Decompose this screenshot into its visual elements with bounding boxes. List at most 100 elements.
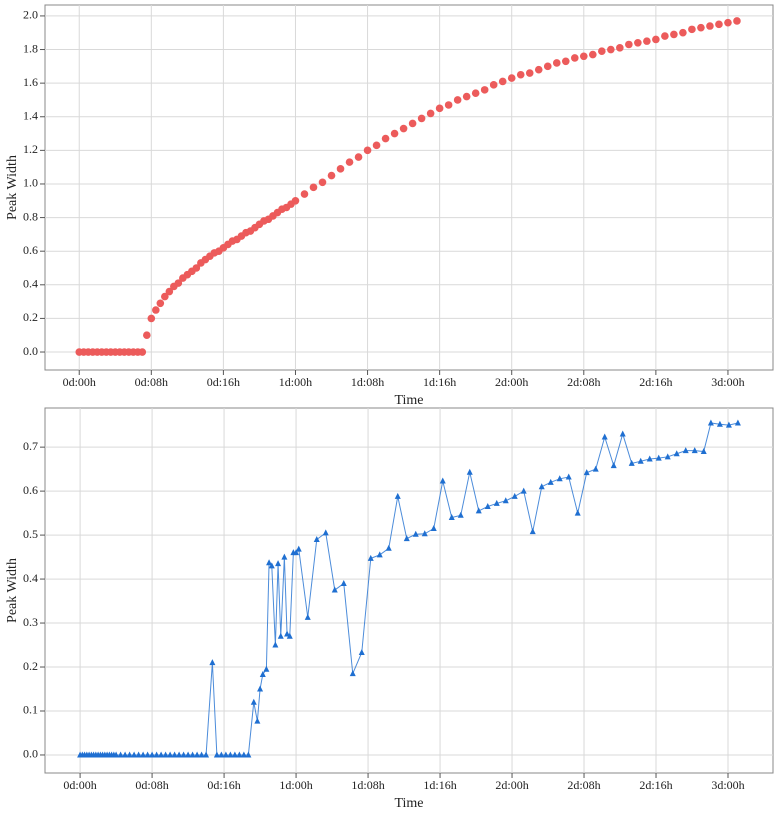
data-point — [340, 579, 347, 586]
data-point — [598, 47, 606, 56]
data-point — [257, 685, 264, 692]
data-point — [589, 50, 597, 59]
x-tick-label: 1d:08h — [351, 778, 384, 792]
data-point — [122, 751, 129, 758]
y-tick-label: 0.7 — [23, 439, 38, 453]
data-point — [457, 511, 464, 518]
data-point — [616, 44, 624, 52]
data-point — [426, 109, 435, 118]
data-point — [259, 670, 266, 677]
data-point — [372, 141, 381, 150]
data-point — [254, 717, 261, 724]
data-point — [284, 630, 291, 637]
data-point — [682, 447, 689, 454]
data-point — [176, 751, 183, 758]
data-point — [417, 114, 426, 123]
data-point — [691, 447, 698, 454]
data-point — [222, 751, 229, 758]
data-point — [679, 28, 687, 37]
data-point — [277, 632, 284, 639]
data-point — [570, 54, 579, 62]
data-point — [688, 25, 696, 34]
x-tick-label: 1d:00h — [279, 778, 312, 792]
data-point — [574, 509, 581, 516]
data-point — [376, 551, 383, 558]
data-point — [165, 287, 174, 296]
data-point — [634, 39, 642, 47]
data-point — [715, 20, 723, 29]
data-point — [430, 524, 437, 531]
data-point — [480, 86, 489, 94]
data-point — [161, 292, 169, 301]
x-tick-label: 2d:00h — [495, 778, 528, 792]
data-point — [607, 45, 615, 54]
data-point — [646, 455, 653, 462]
data-point — [336, 165, 345, 173]
x-tick-label: 0d:08h — [135, 778, 168, 792]
data-point — [309, 183, 318, 192]
data-point — [583, 469, 590, 476]
data-point — [266, 559, 273, 566]
x-axis-label: Time — [394, 393, 423, 408]
data-point — [529, 528, 536, 535]
data-point — [158, 751, 165, 758]
x-tick-label: 2d:08h — [567, 778, 600, 792]
data-point — [552, 59, 561, 67]
data-point — [601, 433, 608, 440]
data-point — [498, 77, 507, 86]
data-point — [113, 751, 120, 758]
data-point — [706, 22, 714, 30]
y-tick-label: 1.0 — [23, 176, 38, 190]
data-point — [538, 483, 545, 490]
data-point — [174, 279, 183, 287]
x-tick-label: 2d:16h — [639, 778, 672, 792]
data-point — [453, 96, 462, 104]
x-tick-label: 2d:16h — [639, 375, 672, 389]
data-point — [135, 751, 142, 758]
data-point — [231, 751, 238, 758]
data-point — [147, 314, 156, 323]
data-point — [664, 453, 671, 460]
x-tick-label: 2d:00h — [495, 375, 528, 389]
y-tick-label: 2.0 — [23, 8, 38, 22]
data-point — [394, 492, 401, 499]
data-point — [363, 146, 372, 155]
data-point — [349, 670, 356, 677]
data-point — [412, 530, 419, 537]
y-tick-label: 0.6 — [23, 483, 38, 497]
data-point — [381, 134, 390, 143]
data-point — [293, 549, 300, 556]
data-point — [716, 420, 723, 427]
data-point — [227, 751, 234, 758]
data-point — [516, 70, 525, 79]
x-tick-label: 0d:00h — [63, 375, 96, 389]
data-point — [619, 430, 626, 437]
data-point — [534, 65, 543, 74]
data-point — [661, 32, 669, 40]
data-point — [331, 586, 338, 593]
y-tick-label: 1.4 — [23, 109, 38, 123]
data-point — [209, 659, 216, 666]
data-point — [673, 450, 680, 457]
y-tick-label: 0.4 — [23, 277, 38, 291]
data-point — [448, 514, 455, 520]
data-point — [489, 81, 498, 89]
data-point — [471, 89, 480, 98]
data-point — [327, 171, 336, 180]
data-point — [444, 101, 453, 109]
data-point — [203, 751, 210, 758]
y-axis-label: Peak Width — [5, 558, 20, 623]
x-tick-label: 2d:08h — [567, 375, 600, 389]
data-point — [245, 751, 252, 758]
data-point — [565, 473, 572, 480]
x-tick-label: 1d:16h — [423, 375, 456, 389]
data-point — [149, 751, 156, 758]
x-axis-label: Time — [394, 796, 423, 811]
y-tick-label: 0.3 — [23, 615, 38, 629]
data-point — [507, 74, 516, 82]
data-point — [399, 124, 408, 133]
data-point — [304, 613, 311, 620]
data-point — [313, 535, 320, 542]
data-point — [185, 751, 192, 758]
data-point — [345, 158, 354, 166]
